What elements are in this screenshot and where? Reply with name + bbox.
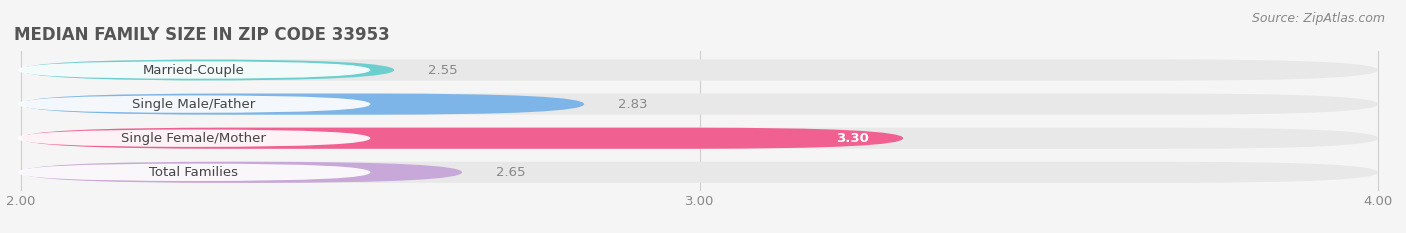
FancyBboxPatch shape <box>17 164 370 181</box>
Text: Married-Couple: Married-Couple <box>143 64 245 76</box>
FancyBboxPatch shape <box>17 130 370 147</box>
FancyBboxPatch shape <box>21 128 903 149</box>
FancyBboxPatch shape <box>17 96 370 113</box>
Text: Single Female/Mother: Single Female/Mother <box>121 132 266 145</box>
FancyBboxPatch shape <box>21 93 1378 115</box>
Text: Source: ZipAtlas.com: Source: ZipAtlas.com <box>1251 12 1385 25</box>
Text: MEDIAN FAMILY SIZE IN ZIP CODE 33953: MEDIAN FAMILY SIZE IN ZIP CODE 33953 <box>14 26 389 44</box>
FancyBboxPatch shape <box>21 128 1378 149</box>
FancyBboxPatch shape <box>21 59 1378 81</box>
FancyBboxPatch shape <box>21 93 585 115</box>
FancyBboxPatch shape <box>21 162 463 183</box>
Text: 2.55: 2.55 <box>427 64 458 76</box>
Text: 2.83: 2.83 <box>619 98 648 111</box>
Text: Single Male/Father: Single Male/Father <box>132 98 256 111</box>
FancyBboxPatch shape <box>21 59 394 81</box>
Text: 2.65: 2.65 <box>496 166 526 179</box>
Text: Total Families: Total Families <box>149 166 239 179</box>
FancyBboxPatch shape <box>17 61 370 79</box>
FancyBboxPatch shape <box>21 162 1378 183</box>
Text: 3.30: 3.30 <box>837 132 869 145</box>
